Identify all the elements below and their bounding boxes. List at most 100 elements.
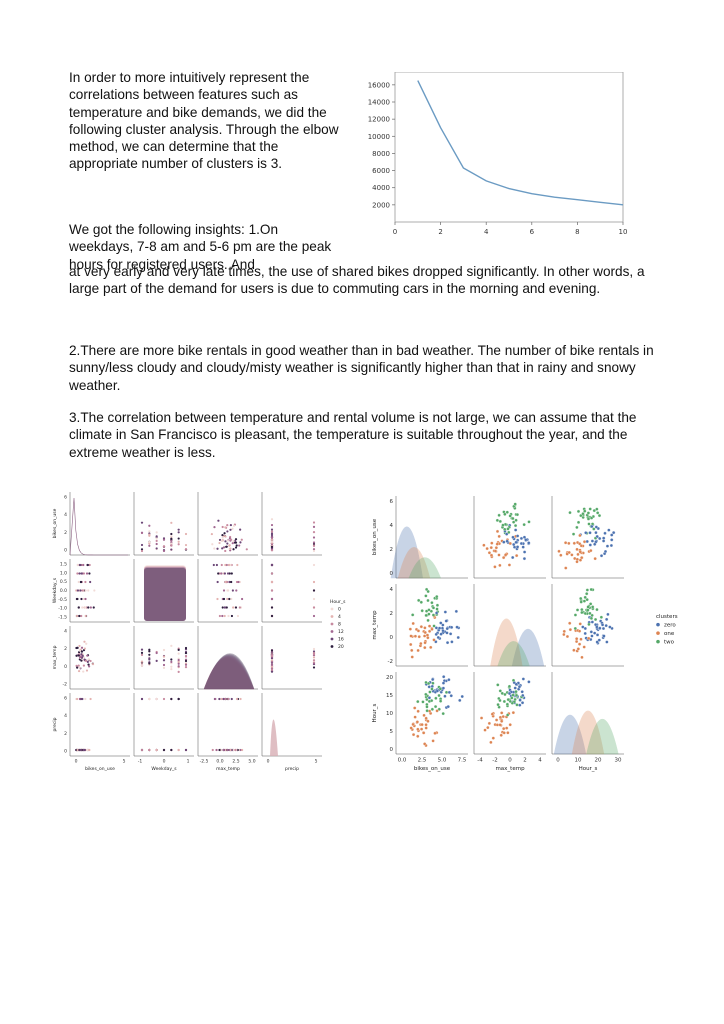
scatter-point — [596, 511, 600, 515]
scatter-point — [423, 630, 427, 635]
legend-entry-0: 0 — [338, 607, 341, 613]
scatter-point — [81, 589, 84, 592]
panel-precip-vs-precip — [261, 693, 322, 757]
y-tick-label: 0.0 — [60, 588, 67, 594]
y-tick-label: 0 — [390, 571, 394, 577]
scatter-point — [184, 548, 188, 551]
scatter-point — [162, 655, 166, 658]
scatter-point — [514, 693, 519, 698]
scatter-point — [88, 748, 91, 752]
panel-Weekday_s-vs-max_temp — [197, 559, 258, 623]
scatter-point — [485, 546, 489, 551]
scatter-point — [419, 727, 424, 731]
scatter-point — [420, 722, 424, 727]
scatter-point — [184, 655, 188, 658]
scatter-point — [312, 606, 316, 609]
scatter-point — [511, 520, 516, 524]
x-tick-label: -2 — [492, 758, 497, 764]
scatter-point — [598, 626, 602, 630]
y-tick-label: 14000 — [368, 99, 390, 107]
y-tick-label: 4000 — [372, 184, 390, 192]
scatter-point — [508, 723, 512, 727]
scatter-point — [80, 597, 83, 601]
scatter-point — [270, 580, 274, 584]
panel-Hour_s-vs-bikes_on_use — [395, 672, 468, 755]
scatter-point — [584, 531, 588, 535]
scatter-point — [232, 548, 235, 551]
scatter-point — [435, 607, 439, 611]
scatter-point — [490, 541, 494, 545]
scatter-point — [578, 550, 582, 554]
y-tick-label: 0 — [64, 548, 67, 554]
scatter-point — [593, 557, 597, 561]
scatter-point — [148, 662, 151, 665]
scatter-point — [458, 698, 462, 703]
scatter-point — [585, 598, 589, 602]
scatter-point — [270, 649, 274, 652]
scatter-point — [216, 580, 219, 584]
scatter-point — [498, 519, 502, 524]
scatter-point — [80, 659, 83, 662]
scatter-point — [515, 703, 519, 707]
scatter-point — [89, 580, 92, 584]
insight3-paragraph: 3.The correlation between temperature an… — [69, 410, 637, 460]
scatter-point — [598, 536, 602, 541]
scatter-point — [489, 740, 493, 744]
scatter-point — [88, 563, 91, 567]
scatter-point — [579, 513, 583, 518]
scatter-point — [496, 703, 500, 707]
scatter-point — [140, 531, 144, 534]
scatter-point — [520, 701, 525, 705]
scatter-point — [77, 669, 81, 673]
scatter-point — [78, 649, 82, 652]
scatter-point — [575, 608, 580, 612]
scatter-point — [89, 697, 92, 701]
scatter-point — [498, 723, 502, 727]
x-tick-label: 10 — [575, 758, 582, 764]
scatter-point — [424, 692, 428, 697]
scatter-point — [511, 516, 515, 521]
scatter-point — [270, 668, 274, 671]
scatter-point — [228, 580, 231, 584]
scatter-point — [270, 563, 274, 567]
scatter-point — [232, 606, 235, 609]
scatter-point — [514, 553, 519, 558]
scatter-point — [155, 748, 158, 752]
scatter-point — [78, 644, 81, 648]
x-tick-label: 0 — [267, 759, 270, 765]
scatter-point — [155, 659, 158, 662]
kde-area — [203, 655, 255, 690]
scatter-point — [431, 677, 435, 682]
scatter-point — [595, 633, 600, 637]
scatter-point — [75, 654, 78, 657]
scatter-point — [576, 509, 581, 514]
scatter-point — [595, 534, 599, 539]
scatter-point — [86, 563, 89, 567]
scatter-point — [413, 706, 417, 710]
pairplot-hour: 0 5 bikes_on_use -1 0 1 Weekday_s -2.5 0.0 2.5 5.0… — [52, 492, 346, 772]
scatter-point — [234, 539, 237, 542]
y-tick-label: -0.5 — [58, 597, 67, 603]
scatter-point — [431, 606, 436, 610]
scatter-point — [592, 527, 596, 531]
scatter-point — [184, 659, 188, 663]
scatter-point — [588, 531, 592, 535]
scatter-point — [454, 609, 458, 614]
panel-max_temp-vs-max_temp — [197, 626, 258, 690]
scatter-point — [591, 605, 595, 609]
scatter-point — [270, 597, 274, 601]
y-tick-label: 0 — [64, 664, 67, 670]
scatter-point — [211, 543, 214, 546]
scatter-point — [76, 748, 79, 752]
scatter-point — [501, 714, 505, 719]
legend-entry-4: 4 — [338, 614, 341, 620]
x-tick-label: 2 — [438, 228, 442, 236]
scatter-point — [430, 707, 434, 711]
scatter-point — [503, 692, 507, 697]
scatter-point — [497, 534, 501, 539]
scatter-point — [567, 541, 571, 546]
scatter-point — [580, 610, 584, 615]
x-tick-label: 0.0 — [216, 759, 223, 765]
scatter-point — [514, 690, 518, 694]
scatter-point — [498, 715, 503, 719]
